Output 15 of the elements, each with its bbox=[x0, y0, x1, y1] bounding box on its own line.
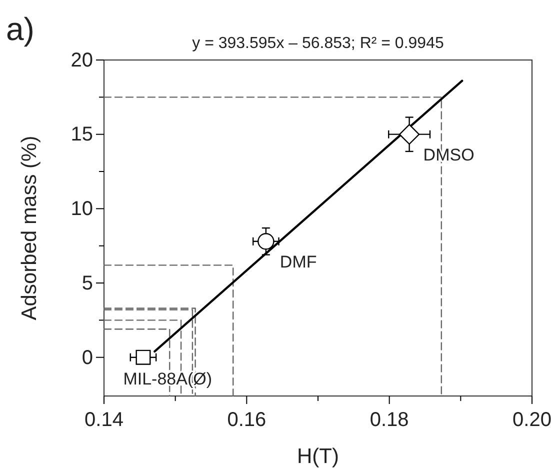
x-axis-title: H(T) bbox=[297, 445, 339, 468]
x-tick-label: 0.18 bbox=[370, 409, 409, 431]
y-axis-title: Adsorbed mass (%) bbox=[18, 136, 41, 320]
y-tick-label: 20 bbox=[70, 49, 93, 72]
y-tick-label: 10 bbox=[70, 198, 93, 220]
annotation: DMF bbox=[280, 252, 317, 272]
annotation: DMSO bbox=[423, 145, 474, 164]
y-tick-label: 15 bbox=[70, 124, 93, 146]
chart-title: y = 393.595x – 56.853; R² = 0.9945 bbox=[192, 35, 444, 52]
text: 0.20 bbox=[512, 409, 551, 431]
x-tick-label: 0.16 bbox=[227, 409, 266, 431]
y-tick-label: 5 bbox=[82, 272, 93, 294]
x-tick-label: 0.14 bbox=[84, 409, 124, 431]
y-tick-label: 0 bbox=[82, 346, 93, 369]
text: a) bbox=[6, 11, 34, 47]
